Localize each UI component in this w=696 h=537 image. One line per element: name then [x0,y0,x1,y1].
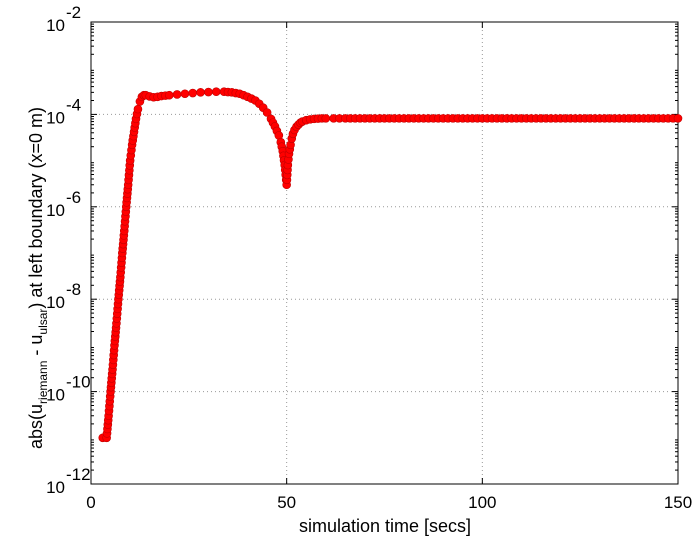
x-axis-label: simulation time [secs] [299,516,471,536]
series-1-markers [98,87,683,443]
data-point [188,88,198,98]
data-point [673,114,683,123]
x-tick-label: 100 [468,493,496,512]
y-tick-label: 10 [46,478,65,497]
data-point [180,89,190,99]
data-point [204,87,213,97]
y-tick-label: 10 [46,108,65,127]
x-tick-label: 150 [664,493,692,512]
x-tick-label: 0 [86,493,95,512]
data-point [164,90,174,100]
data-point [262,108,272,117]
data-point [196,88,205,97]
y-axis-label-mid: - u [26,335,46,361]
data-point [133,104,143,114]
y-tick-label: 10 [46,16,65,35]
y-tick-exponent: -2 [66,3,81,22]
grid [91,22,678,484]
x-tick-label: 50 [277,493,296,512]
data-point [172,90,182,99]
y-tick-exponent: -4 [66,95,81,114]
y-axis-label-prefix: abs(u [26,404,46,449]
y-tick-label: 10 [46,293,65,312]
y-tick-exponent: -12 [66,465,91,484]
y-axis-label: abs(uriemann - uulsar) at left boundary … [26,107,50,449]
data-point [211,87,221,96]
y-tick-exponent: -10 [66,373,91,392]
y-tick-exponent: -8 [66,280,81,299]
y-tick-label: 10 [46,201,65,220]
y-tick-exponent: -6 [66,188,81,207]
plot-frame [90,21,679,485]
y-axis-label-sub1: riemann [36,361,50,404]
data-point [321,114,331,123]
y-tick-label: 10 [46,386,65,405]
y-axis-label-sub2: ulsar [36,309,50,335]
y-axis-label-suffix: ) at left boundary (x=0 m) [26,107,46,309]
